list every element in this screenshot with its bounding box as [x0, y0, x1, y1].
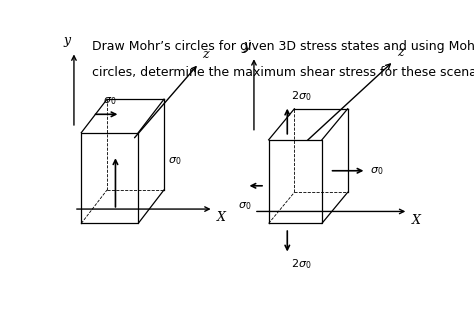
- Text: X: X: [217, 211, 226, 224]
- Text: X: X: [412, 214, 421, 227]
- Text: $2\sigma_0$: $2\sigma_0$: [291, 90, 311, 103]
- Text: $\sigma_0$: $\sigma_0$: [238, 200, 252, 212]
- Text: $\sigma_0$: $\sigma_0$: [370, 165, 383, 177]
- Text: Draw Mohr’s circles for given 3D stress states and using Mohr’s: Draw Mohr’s circles for given 3D stress …: [92, 40, 474, 53]
- Text: z: z: [202, 48, 209, 61]
- Text: $\sigma_0$: $\sigma_0$: [168, 155, 181, 167]
- Text: y: y: [63, 34, 70, 47]
- Text: $2\sigma_0$: $2\sigma_0$: [291, 257, 311, 271]
- Text: y: y: [243, 38, 250, 51]
- Text: $\sigma_0$: $\sigma_0$: [103, 95, 117, 107]
- Text: circles, determine the maximum shear stress for these scenario.: circles, determine the maximum shear str…: [92, 66, 474, 79]
- Text: z: z: [397, 46, 404, 59]
